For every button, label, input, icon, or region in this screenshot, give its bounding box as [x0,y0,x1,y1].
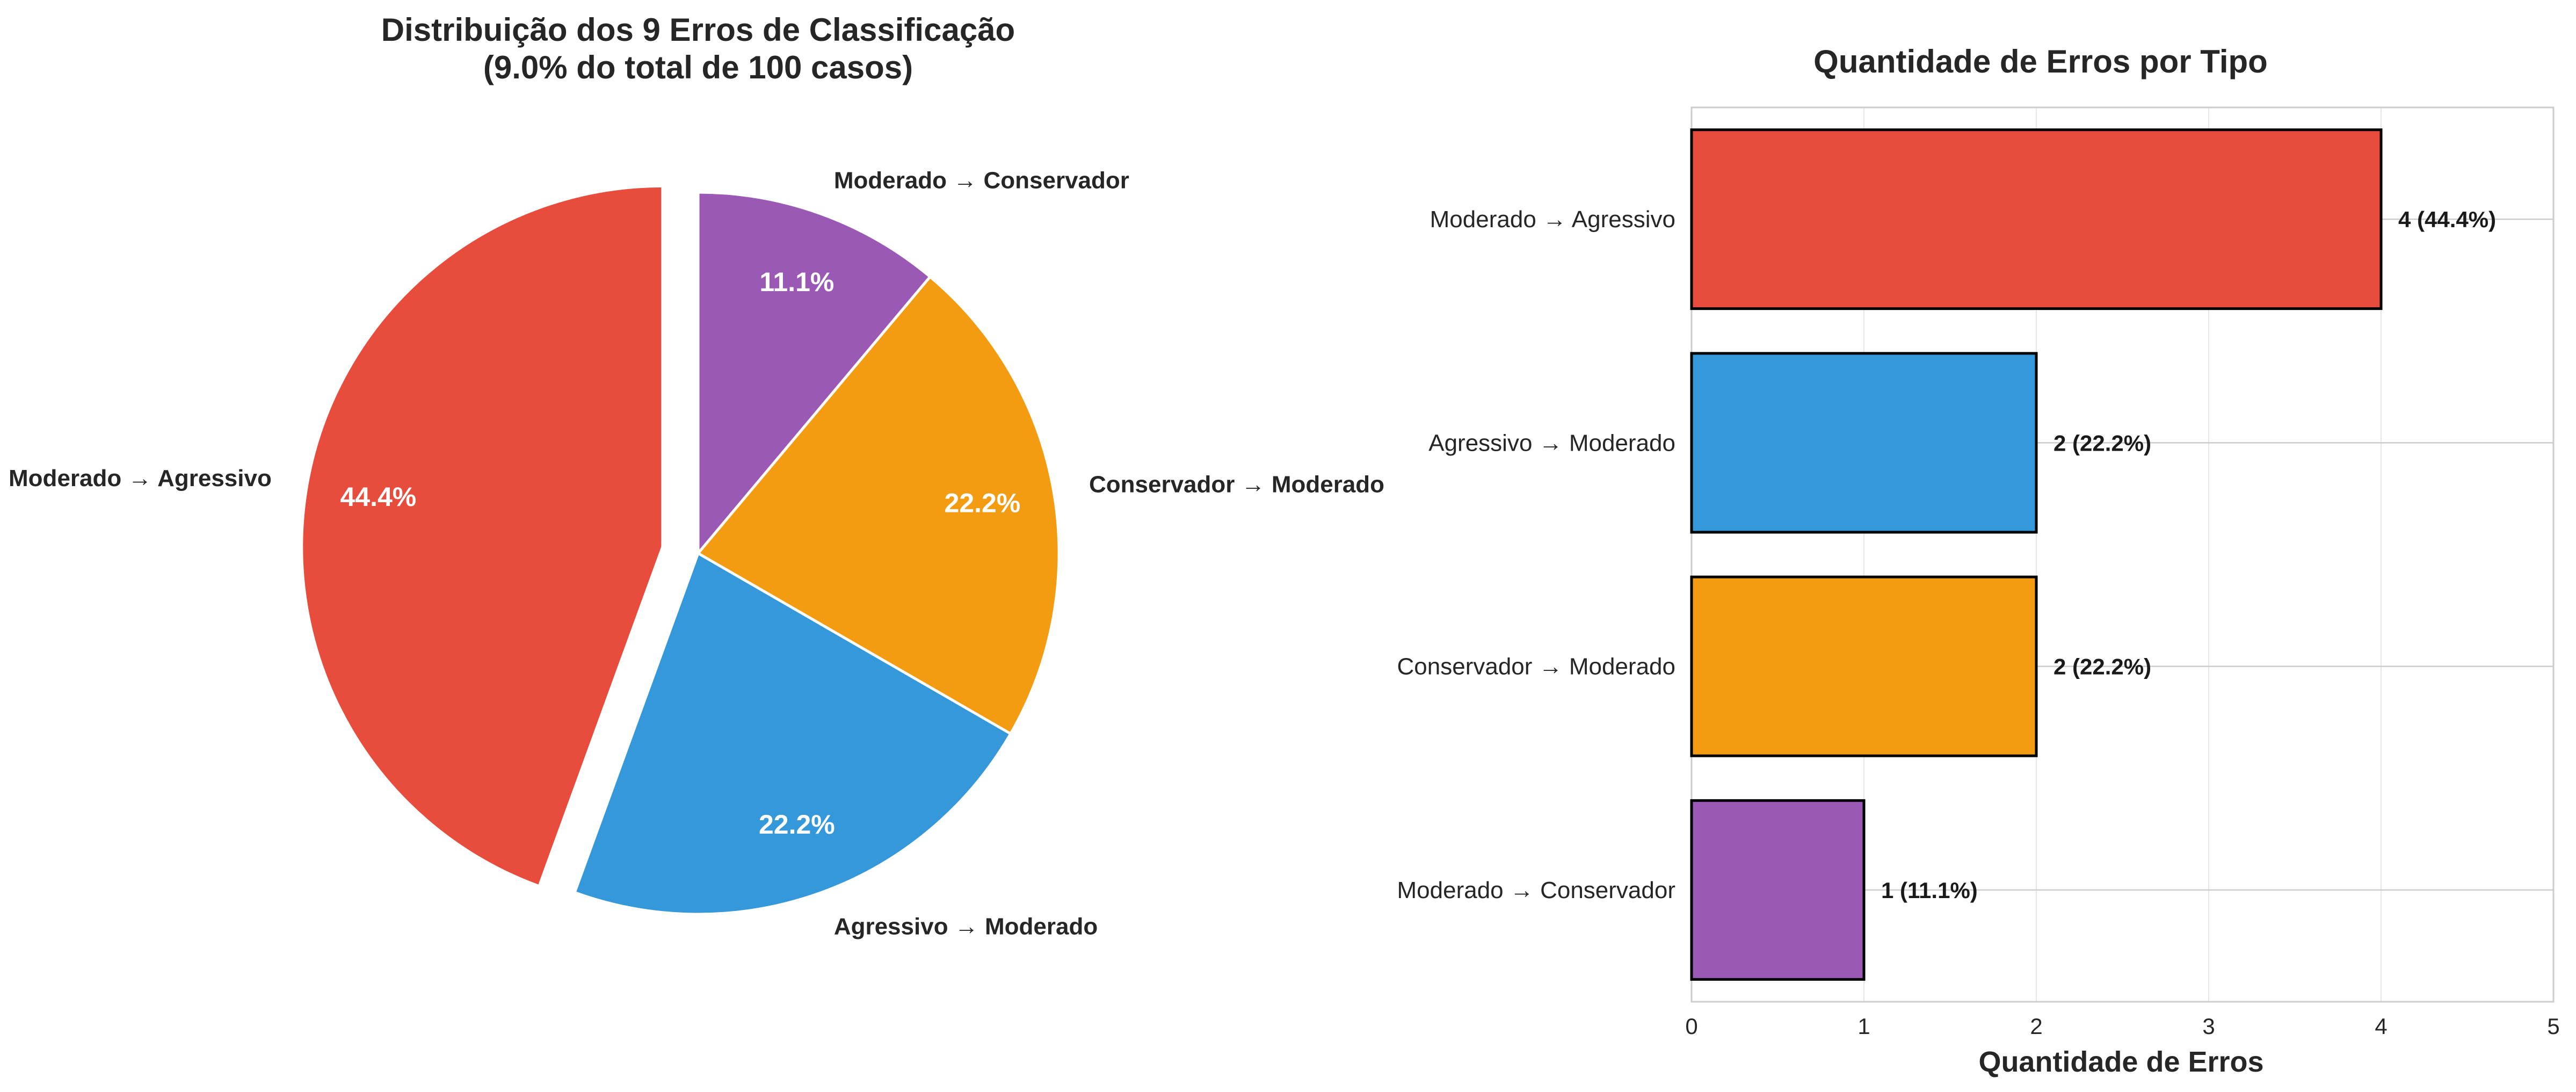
bar-value-label: 2 (22.2%) [2053,654,2151,679]
pie-percent-label: 11.1% [759,267,834,297]
pie-slice-moderado-conservador [696,191,932,557]
bar-value-label: 1 (11.1%) [1881,878,1978,903]
pie-percent-label: 22.2% [759,809,835,840]
pie-category-label: Conservador → Moderado [1089,472,1384,498]
pie-chart: 44.4% Moderado → Agressivo 22.2% Agressivo … [9,167,1384,939]
bar-agressivo-moderado [1690,352,2038,534]
x-tick-label: 0 [1685,1014,1697,1039]
x-tick-label: 3 [2202,1014,2215,1039]
bar-value-label: 2 (22.2%) [2053,430,2151,455]
y-tick-label: Agressivo → Moderado [1428,430,1675,456]
bar-conservador-moderado [1690,575,2038,757]
pie-percent-label: 22.2% [945,488,1021,518]
x-tick-label: 4 [2375,1014,2387,1039]
y-tick-label: Conservador → Moderado [1397,654,1675,680]
y-tick-label: Moderado → Agressivo [1430,206,1675,233]
pie-category-label: Agressivo → Moderado [834,914,1098,940]
bar-moderado-conservador [1690,799,1866,981]
pie-percent-label: 44.4% [340,482,416,512]
pie-slice-moderado-agressivo [300,184,664,888]
pie-subtitle: (9.0% do total de 100 casos) [483,49,913,85]
x-tick-label: 2 [2030,1014,2042,1039]
pie-title: Distribuição dos 9 Erros de Classificaçã… [381,12,1015,48]
x-tick-label: 5 [2547,1014,2559,1039]
pie-slice-agressivo-moderado [572,551,1013,916]
plot-frame [1690,106,2555,1003]
x-tick-label: 1 [1857,1014,1870,1039]
bar-value-label: 4 (44.4%) [2398,207,2496,232]
bar-chart: 4 (44.4%) Moderado → Agressivo 2 (22.2%) Ag… [1397,106,2560,1039]
bar-title: Quantidade de Erros por Tipo [1813,44,2268,79]
y-tick-label: Moderado → Conservador [1397,877,1675,903]
pie-category-label: Moderado → Agressivo [9,465,272,491]
pie-slice-conservador-moderado [696,274,1061,736]
bar-x-axis-label: Quantidade de Erros [1978,1046,2263,1078]
pie-category-label: Moderado → Conservador [834,167,1129,193]
bar-moderado-agressivo [1690,128,2383,310]
